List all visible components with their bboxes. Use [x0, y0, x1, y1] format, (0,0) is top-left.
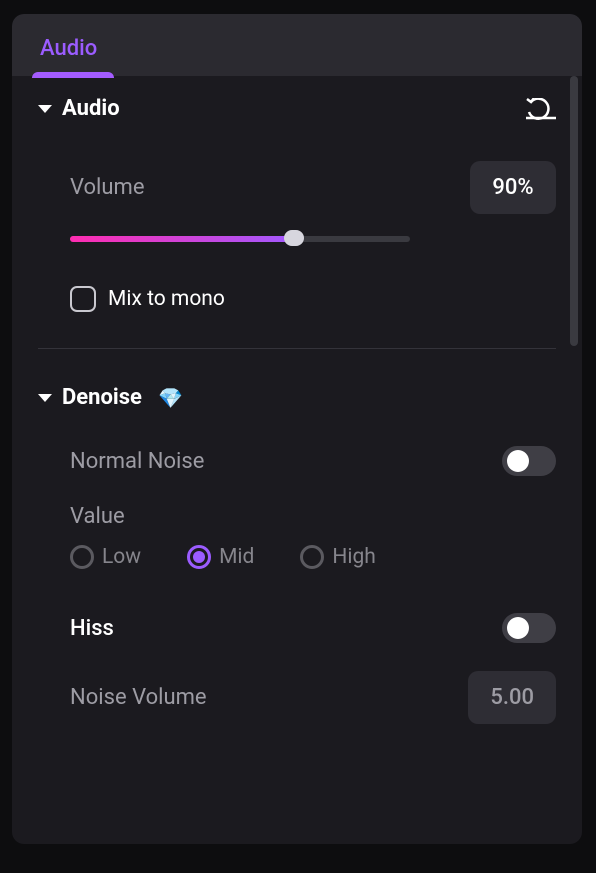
- volume-label: Volume: [70, 175, 145, 200]
- gem-icon: 💎: [158, 386, 183, 410]
- tab-audio[interactable]: Audio: [32, 18, 105, 73]
- radio-low[interactable]: [70, 545, 94, 569]
- radio-high[interactable]: [300, 545, 324, 569]
- caret-down-icon[interactable]: [38, 105, 52, 113]
- radio-label-low: Low: [102, 545, 141, 569]
- volume-value[interactable]: 90%: [470, 161, 556, 214]
- section-title-audio: Audio: [62, 96, 120, 121]
- normal-noise-label: Normal Noise: [70, 449, 204, 474]
- caret-down-icon[interactable]: [38, 394, 52, 402]
- mix-mono-label: Mix to mono: [108, 287, 225, 311]
- section-header-audio: Audio: [38, 96, 556, 121]
- normal-noise-toggle[interactable]: [502, 446, 556, 476]
- value-label: Value: [70, 504, 125, 529]
- section-title-denoise: Denoise: [62, 385, 142, 410]
- noise-volume-label: Noise Volume: [70, 685, 207, 710]
- radio-item-high[interactable]: High: [300, 545, 375, 569]
- scrollbar[interactable]: [570, 76, 578, 346]
- slider-fill: [70, 236, 294, 242]
- radio-item-low[interactable]: Low: [70, 545, 141, 569]
- slider-thumb[interactable]: [284, 230, 304, 246]
- hiss-row: Hiss: [70, 613, 556, 643]
- toggle-knob: [507, 450, 529, 472]
- volume-slider[interactable]: [70, 236, 410, 242]
- radio-label-mid: Mid: [219, 545, 254, 569]
- section-header-denoise: Denoise 💎: [38, 385, 556, 410]
- radio-label-high: High: [332, 545, 375, 569]
- hiss-toggle[interactable]: [502, 613, 556, 643]
- divider: [38, 348, 556, 349]
- toggle-knob: [507, 617, 529, 639]
- radio-item-mid[interactable]: Mid: [187, 545, 254, 569]
- volume-control: Volume 90%: [70, 161, 556, 242]
- radio-mid[interactable]: [187, 545, 211, 569]
- hiss-label: Hiss: [70, 616, 114, 641]
- mix-mono-checkbox[interactable]: [70, 286, 96, 312]
- audio-panel: Audio Audio Volume 90%: [12, 14, 582, 844]
- tab-bar: Audio: [12, 14, 582, 76]
- normal-noise-row: Normal Noise: [70, 446, 556, 476]
- noise-volume-value[interactable]: 5.00: [468, 671, 556, 724]
- mix-mono-row: Mix to mono: [70, 286, 556, 312]
- value-radio-group: Low Mid High: [70, 545, 556, 569]
- scroll-area: Audio Volume 90% Mix to mono: [12, 76, 582, 844]
- reset-icon[interactable]: [526, 98, 556, 120]
- noise-volume-row: Noise Volume 5.00: [70, 671, 556, 724]
